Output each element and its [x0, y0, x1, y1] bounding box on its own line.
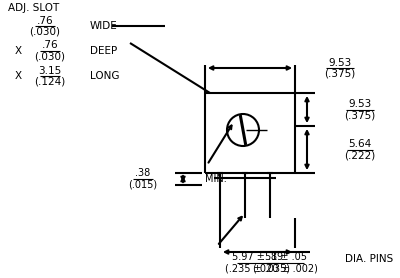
- Text: .76: .76: [42, 41, 58, 51]
- Text: WIDE: WIDE: [90, 21, 118, 31]
- Text: LONG: LONG: [90, 71, 120, 81]
- Text: (.020 ± .002): (.020 ± .002): [252, 264, 318, 274]
- Text: (.222): (.222): [344, 150, 376, 160]
- Text: DIA. PINS: DIA. PINS: [345, 254, 393, 264]
- Text: 9.53: 9.53: [348, 99, 372, 109]
- Text: .38: .38: [135, 168, 151, 178]
- Text: .76: .76: [37, 16, 53, 26]
- Text: (.375): (.375): [344, 110, 376, 120]
- Text: X: X: [15, 71, 22, 81]
- Text: 5.64: 5.64: [348, 139, 372, 149]
- Text: (.235 ± .035): (.235 ± .035): [225, 264, 290, 274]
- Text: MIN.: MIN.: [205, 174, 227, 184]
- Text: 9.53: 9.53: [328, 58, 352, 68]
- Text: (.030): (.030): [34, 51, 66, 61]
- Text: 3.15: 3.15: [38, 66, 62, 76]
- Text: (.030): (.030): [30, 26, 60, 36]
- Text: X: X: [15, 46, 22, 56]
- Text: DEEP: DEEP: [90, 46, 117, 56]
- Text: .51 ± .05: .51 ± .05: [262, 252, 308, 262]
- Text: 5.97 ± .89: 5.97 ± .89: [232, 252, 283, 262]
- Text: ADJ. SLOT: ADJ. SLOT: [8, 3, 59, 13]
- Text: (.124): (.124): [34, 76, 66, 86]
- Text: (.015): (.015): [128, 180, 158, 190]
- Text: (.375): (.375): [324, 68, 356, 78]
